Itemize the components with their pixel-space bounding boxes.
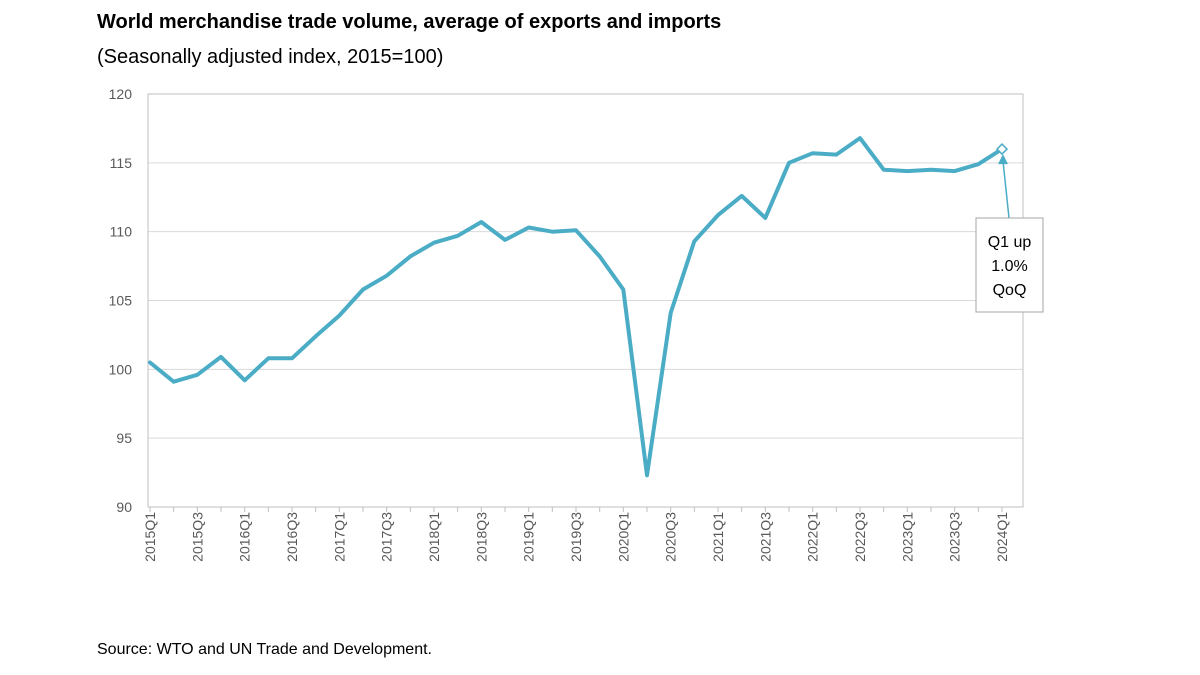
x-tick-label: 2015Q1 — [142, 512, 158, 562]
data-point-2023Q2 — [929, 168, 933, 172]
data-point-2017Q4 — [408, 254, 412, 258]
y-tick-label: 110 — [110, 224, 133, 240]
highlight-marker — [995, 143, 1009, 156]
annotation-callout: Q1 up 1.0% QoQ — [975, 143, 1044, 313]
data-points — [148, 136, 1004, 477]
data-point-2016Q2 — [266, 356, 270, 360]
data-point-2023Q4 — [976, 162, 980, 166]
data-point-2019Q3 — [574, 228, 578, 232]
annotation-text: QoQ — [993, 282, 1027, 299]
x-tick-label: 2020Q3 — [663, 512, 679, 562]
source-note: Source: WTO and UN Trade and Development… — [97, 641, 432, 658]
x-tick-label: 2022Q3 — [852, 512, 868, 562]
x-tick-label: 2023Q1 — [899, 512, 915, 562]
data-point-2019Q4 — [598, 254, 602, 258]
data-point-2016Q3 — [290, 356, 294, 360]
data-point-2022Q4 — [882, 168, 886, 172]
y-tick-label: 115 — [110, 155, 133, 171]
data-point-2022Q2 — [834, 153, 838, 157]
data-point-2017Q1 — [337, 314, 341, 318]
data-point-2019Q1 — [527, 226, 531, 230]
y-axis: 90 95 100 105 110 115 120 — [109, 86, 133, 515]
x-axis-ticks — [149, 507, 1003, 512]
data-point-2020Q1 — [621, 287, 625, 291]
data-point-2017Q3 — [385, 274, 389, 278]
data-point-2018Q3 — [479, 220, 483, 224]
data-point-2015Q1 — [148, 360, 152, 364]
data-point-2021Q4 — [787, 161, 791, 165]
data-point-2019Q2 — [550, 230, 554, 234]
data-point-2017Q2 — [361, 287, 365, 291]
x-tick-label: 2016Q3 — [284, 512, 300, 562]
x-tick-label: 2019Q3 — [568, 512, 584, 562]
gridlines — [148, 162, 1023, 439]
x-tick-label: 2015Q3 — [189, 512, 205, 562]
data-point-2018Q1 — [432, 241, 436, 245]
annotation-text: Q1 up — [988, 234, 1032, 251]
y-tick-label: 95 — [116, 430, 132, 446]
y-tick-label: 90 — [116, 499, 132, 515]
annotation-box — [975, 217, 1044, 313]
x-axis: 2015Q1 2015Q3 2016Q1 2016Q3 2017Q1 2017Q3 2018… — [142, 512, 1010, 562]
data-point-2023Q3 — [953, 169, 957, 173]
data-point-2023Q1 — [905, 169, 909, 173]
data-point-2016Q4 — [314, 334, 318, 338]
x-tick-label: 2024Q1 — [994, 512, 1010, 562]
data-point-2021Q3 — [763, 216, 767, 220]
data-point-2022Q3 — [858, 136, 862, 140]
data-point-2020Q4 — [692, 239, 696, 243]
annotation-text: 1.0% — [991, 258, 1027, 275]
data-point-2015Q3 — [195, 373, 199, 377]
y-tick-label: 100 — [109, 361, 133, 377]
y-tick-label: 105 — [109, 293, 133, 309]
x-tick-label: 2020Q1 — [615, 512, 631, 562]
x-tick-label: 2021Q1 — [710, 512, 726, 562]
x-tick-label: 2018Q1 — [426, 512, 442, 562]
data-point-2020Q2 — [645, 473, 649, 477]
data-point-2021Q1 — [716, 213, 720, 217]
data-point-2016Q1 — [243, 378, 247, 382]
x-tick-label: 2019Q1 — [521, 512, 537, 562]
data-point-2015Q4 — [219, 355, 223, 359]
data-point-2018Q2 — [456, 234, 460, 238]
y-tick-label: 120 — [109, 86, 133, 102]
annotation-arrow-head — [998, 154, 1008, 165]
x-tick-label: 2017Q3 — [379, 512, 395, 562]
data-point-2021Q2 — [740, 194, 744, 198]
data-point-2022Q1 — [811, 151, 815, 155]
data-point-2020Q3 — [669, 311, 673, 315]
annotation-arrow-line — [1002, 160, 1010, 219]
x-tick-label: 2023Q3 — [947, 512, 963, 562]
data-point-2015Q2 — [172, 380, 176, 384]
data-point-2018Q4 — [503, 238, 507, 242]
chart-title: World merchandise trade volume, average … — [97, 11, 722, 33]
series-line-trade-volume — [148, 136, 1004, 478]
x-tick-label: 2018Q3 — [473, 512, 489, 562]
x-tick-label: 2021Q3 — [757, 512, 773, 562]
x-tick-label: 2016Q1 — [237, 512, 253, 562]
chart-subtitle: (Seasonally adjusted index, 2015=100) — [97, 46, 444, 68]
x-tick-label: 2017Q1 — [331, 512, 347, 562]
x-tick-label: 2022Q1 — [805, 512, 821, 562]
